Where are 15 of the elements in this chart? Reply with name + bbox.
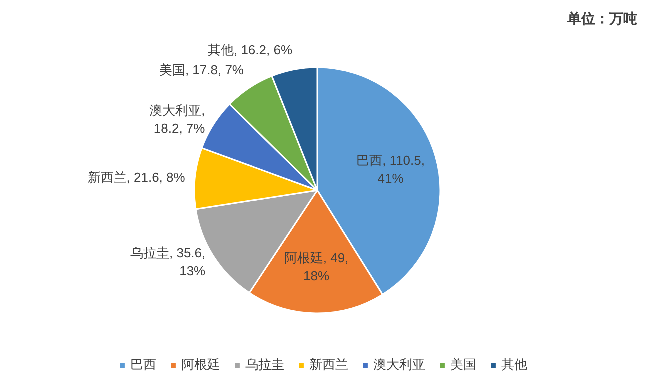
data-label: 巴西, 110.5, 41% [356, 152, 425, 186]
data-label: 其他, 16.2, 6% [208, 42, 293, 58]
data-label: 澳大利亚, 18.2, 7% [150, 103, 206, 136]
data-label: 乌拉圭, 35.6, 13% [130, 246, 206, 279]
text: 单位：万吨 [566, 12, 638, 28]
legend-label: 其他 [502, 356, 528, 374]
data-label: 新西兰, 21.6, 8% [88, 170, 186, 185]
data-label: 美国, 17.8, 7% [159, 62, 244, 78]
legend-label: 美国 [450, 356, 476, 374]
legend-label: 澳大利亚 [374, 356, 426, 374]
legend-label: 巴西 [130, 356, 156, 374]
legend-label: 阿根廷 [182, 356, 220, 374]
legend-label: 新西兰 [310, 356, 348, 374]
legend-label: 乌拉圭 [246, 356, 284, 374]
data-label: 阿根廷, 49, 18% [284, 250, 349, 284]
